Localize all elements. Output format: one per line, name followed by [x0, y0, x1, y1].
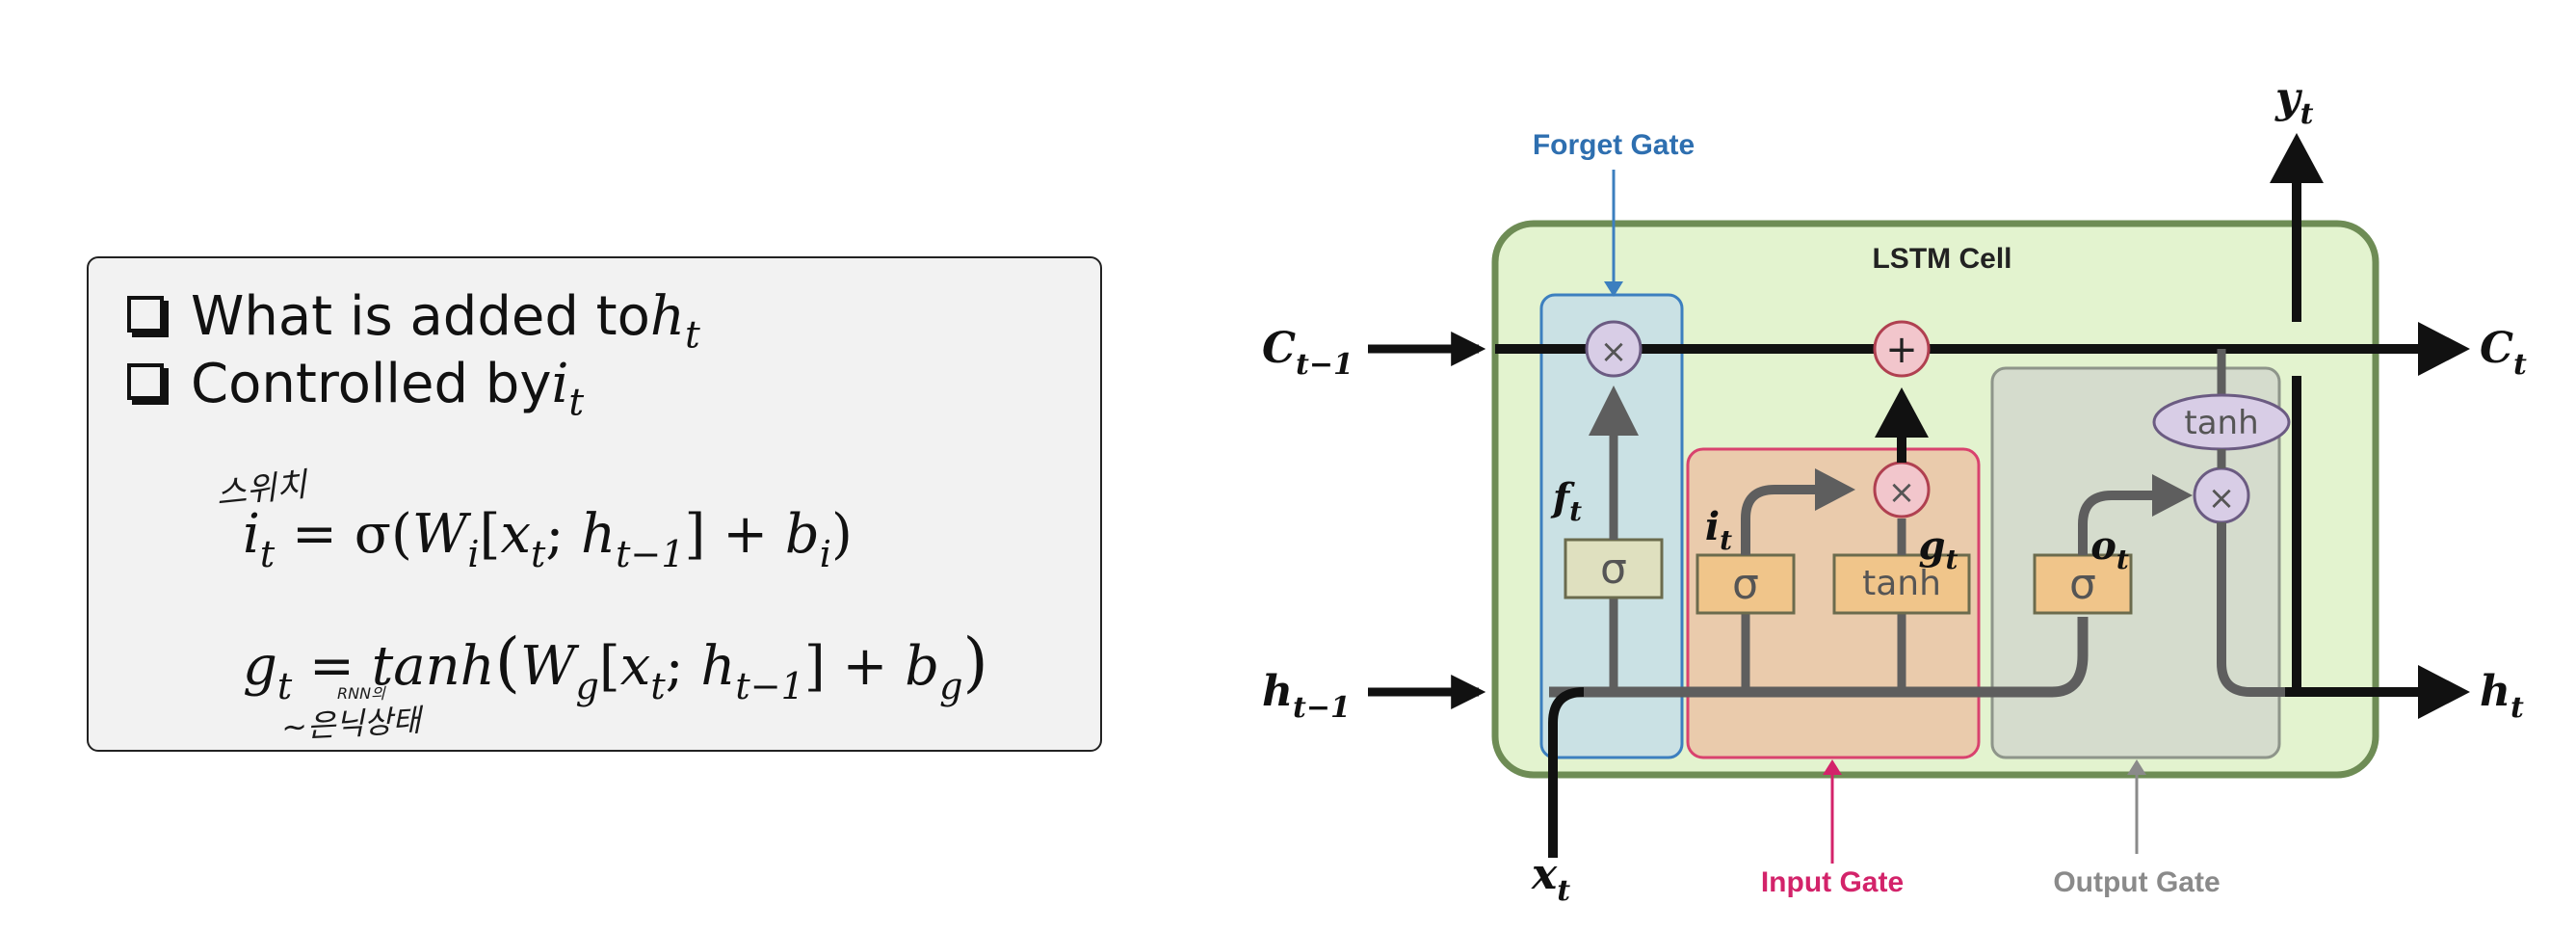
- bullet1-math: ht: [649, 285, 700, 358]
- output-multiply-symbol: ×: [2208, 479, 2236, 518]
- forget-multiply-node: [1585, 320, 1643, 378]
- hidden-state-output-arrowhead: [2418, 665, 2470, 719]
- x-input-line: [1548, 687, 1585, 858]
- output-sigma-box: [2033, 553, 2133, 615]
- o-label: ot: [2090, 523, 2129, 575]
- y-output-label: yt: [2274, 73, 2314, 131]
- forget-sigma-label: σ: [1600, 545, 1627, 594]
- hidden-state-bus: [1549, 617, 2089, 698]
- input-sigma-label: σ: [1732, 560, 1759, 609]
- checkbox-bullet-icon: [127, 296, 164, 332]
- input-gate-pointer-head: [1823, 759, 1842, 775]
- forget-f-arrowhead: [1589, 386, 1639, 436]
- bullet1-text: What is added to: [191, 285, 650, 348]
- g-label: gt: [1919, 523, 1958, 575]
- y-output-arrowhead: [2270, 133, 2324, 183]
- bullet2-math: it: [551, 353, 585, 425]
- text-panel: What is added to ht Controlled by it it …: [87, 256, 1102, 752]
- input-tanh-label: tanh: [1862, 564, 1941, 603]
- o-path: [2078, 491, 2158, 555]
- i-path: [1741, 485, 1821, 555]
- input-multiply-symbol: ×: [1888, 473, 1916, 512]
- lstm-cell-diagram: LSTM Cell σ ft × Forget Gate σ: [1262, 73, 2527, 906]
- output-gate-pointer-head: [2127, 759, 2146, 775]
- bullet-controlled-by: Controlled by it: [127, 353, 584, 425]
- add-symbol: +: [1885, 328, 1918, 372]
- i-label: it: [1705, 504, 1732, 556]
- input-gate-label: Input Gate: [1761, 866, 1904, 898]
- o-arrowhead: [2152, 474, 2193, 517]
- handwritten-note-hidden: ~은닉상태: [280, 702, 422, 746]
- i-arrowhead: [1815, 468, 1855, 511]
- output-tanh-label: tanh: [2184, 404, 2258, 442]
- bullet-what-is-added: What is added to ht: [127, 285, 700, 358]
- handwritten-note-rnn: RNN의: [337, 684, 385, 703]
- add-node: [1873, 320, 1931, 378]
- lstm-cell-label: LSTM Cell: [1872, 243, 2011, 275]
- x-input-label: xt: [1531, 850, 1570, 906]
- cell-state-output-arrowhead: [2418, 322, 2470, 376]
- forget-multiply-symbol: ×: [1600, 332, 1628, 371]
- c-prev-label: Ct−1: [1262, 324, 1354, 382]
- h-next-label: ht: [2480, 667, 2524, 725]
- forget-gate-pointer-head: [1604, 281, 1623, 297]
- output-gate-label: Output Gate: [2053, 866, 2220, 898]
- output-gate-region: [1990, 366, 2281, 759]
- input-sigma-box: [1695, 553, 1796, 615]
- input-to-add-arrowhead: [1875, 387, 1929, 438]
- input-tanh-box: [1832, 553, 1971, 615]
- c-next-label: Ct: [2480, 324, 2527, 382]
- output-sigma-label: σ: [2069, 560, 2096, 609]
- mult-to-h-line: [2217, 522, 2285, 697]
- equation-candidate: gt = tanh(Wg[xt; ht−1] + bg): [243, 625, 988, 708]
- bullet2-text: Controlled by: [191, 353, 552, 415]
- handwritten-note-switch: 스위치: [214, 466, 309, 514]
- h-prev-label: ht−1: [1262, 667, 1351, 725]
- checkbox-bullet-icon: [127, 363, 164, 400]
- forget-gate-label: Forget Gate: [1533, 129, 1695, 161]
- equation-input-gate: it = σ(Wi[xt; ht−1] + bi): [243, 503, 853, 576]
